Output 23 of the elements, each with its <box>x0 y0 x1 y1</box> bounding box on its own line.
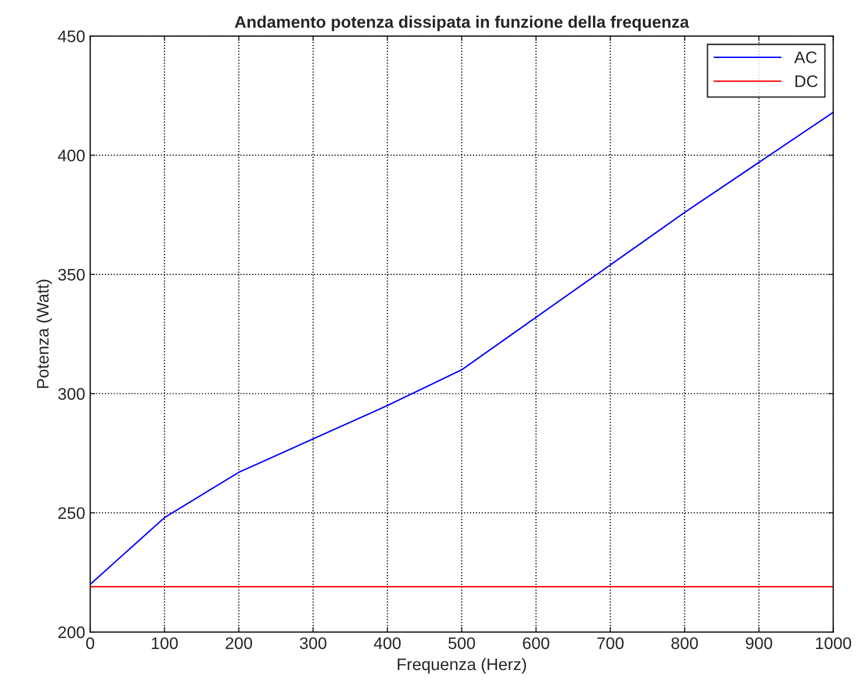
x-tick-label: 700 <box>597 637 624 650</box>
x-tick-label: 1000 <box>816 637 852 650</box>
legend-label: AC <box>794 51 817 64</box>
x-tick-label: 100 <box>152 637 178 650</box>
x-tick-label: 600 <box>522 637 550 650</box>
y-tick-label: 300 <box>58 388 85 400</box>
legend-label: DC <box>796 75 818 88</box>
y-tick-label: 200 <box>58 626 85 638</box>
x-tick-label: 900 <box>746 637 772 650</box>
x-tick-label: 500 <box>448 637 475 650</box>
x-axis-title: Frequenza (Herz) <box>398 658 526 674</box>
x-tick-label: 800 <box>671 637 698 650</box>
line-series <box>90 112 834 586</box>
y-axis-title: Potenza (Watt) <box>36 280 52 388</box>
x-tick-label: 300 <box>300 637 326 650</box>
chart-title: Andamento potenza dissipata in funzione della frequenza <box>234 16 690 32</box>
y-tick-label: 450 <box>58 30 85 42</box>
y-tick-label: 250 <box>58 507 85 520</box>
y-tick-label: 350 <box>58 268 85 281</box>
y-tick-label: 400 <box>58 150 85 162</box>
x-tick-label: 200 <box>226 637 252 650</box>
x-tick-label: 0 <box>86 637 94 650</box>
x-tick-label: 400 <box>374 637 401 650</box>
